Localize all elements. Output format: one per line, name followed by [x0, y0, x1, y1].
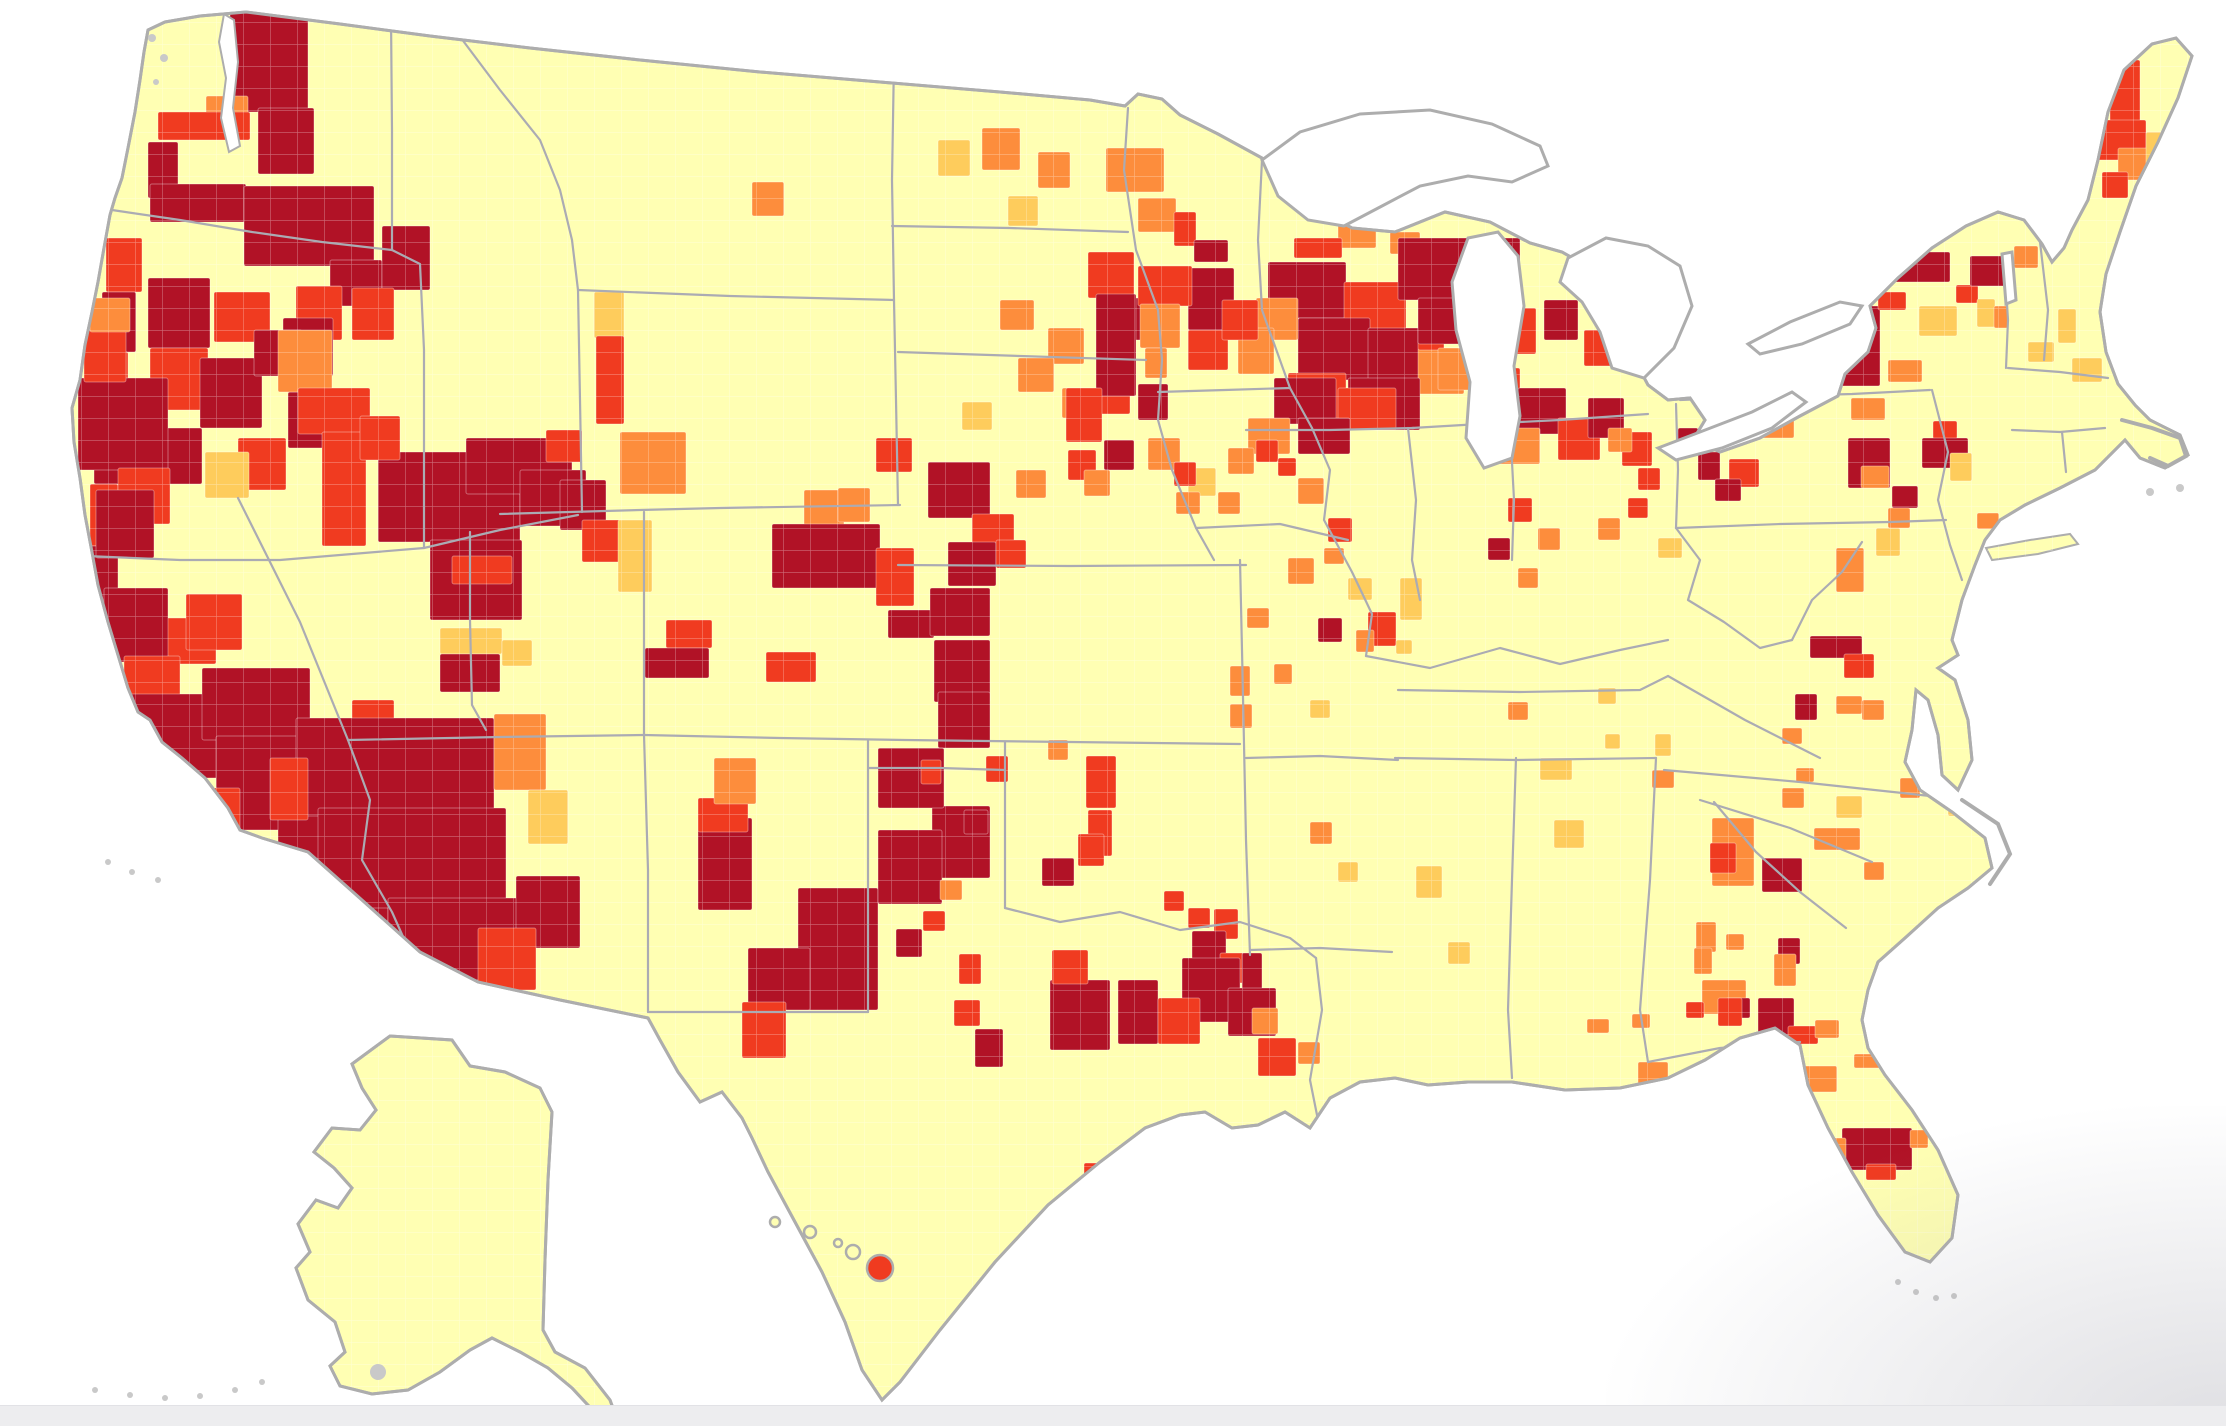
- state-border-line: [346, 733, 646, 742]
- state-border-line: [1156, 386, 1292, 394]
- state-border-line: [896, 563, 1248, 568]
- state-border-line: [2006, 366, 2110, 380]
- state-border-line: [1396, 674, 1670, 694]
- small-island: [2146, 488, 2154, 496]
- state-border-line: [1406, 426, 1422, 602]
- puget-sound-inlet: [217, 12, 242, 154]
- state-border-line: [1790, 540, 1864, 642]
- state-border-line: [468, 530, 488, 732]
- lake: [1450, 230, 1526, 470]
- small-island: [160, 54, 168, 62]
- state-border-line: [866, 766, 1007, 772]
- small-island: [148, 34, 156, 42]
- small-island: [129, 869, 135, 875]
- window-bottom-strip: [0, 1405, 2226, 1426]
- small-island: [92, 1387, 98, 1393]
- hawaii-island-level-0: [768, 1215, 782, 1229]
- state-border-line: [890, 224, 1130, 234]
- state-border-line: [576, 288, 896, 302]
- small-island: [1951, 1293, 1957, 1299]
- state-border-line: [84, 546, 426, 562]
- lake: [1260, 108, 1550, 228]
- state-border-line: [1638, 756, 1658, 1064]
- hawaii-island-level-0: [844, 1243, 862, 1261]
- state-border-line: [576, 288, 584, 514]
- state-border-line: [236, 496, 350, 742]
- great-lakes-layer: [1260, 108, 2018, 470]
- state-border-line: [1674, 402, 1680, 530]
- state-border-line: [2010, 426, 2107, 434]
- hawaii-inset: [768, 1215, 895, 1283]
- small-island: [370, 1364, 386, 1380]
- state-border-line: [390, 248, 426, 550]
- hawaii-island-level-3: [865, 1253, 895, 1283]
- state-border-line: [1506, 756, 1518, 1080]
- small-island: [105, 859, 111, 865]
- state-border-line: [450, 24, 580, 292]
- state-border-line: [892, 298, 900, 507]
- state-border-line: [1256, 158, 1292, 390]
- state-border-line: [346, 738, 410, 950]
- state-border-line: [1662, 768, 1932, 798]
- state-border-line: [642, 733, 1242, 746]
- state-border-line: [1712, 800, 1848, 930]
- state-border-line: [896, 350, 1148, 362]
- small-island: [153, 79, 159, 85]
- state-border-line: [2060, 430, 2068, 474]
- state-border-line: [890, 58, 896, 302]
- small-island: [2176, 484, 2184, 492]
- state-border-line: [1930, 388, 1964, 582]
- lake: [1558, 236, 1694, 380]
- small-island: [232, 1387, 238, 1393]
- state-border-line: [1244, 754, 1400, 762]
- state-border-line: [1248, 946, 1394, 954]
- lake: [2000, 250, 2018, 307]
- small-island: [197, 1393, 203, 1399]
- state-border-line: [422, 513, 580, 550]
- small-island: [1933, 1295, 1939, 1301]
- state-border-line: [1238, 558, 1252, 957]
- lake: [1745, 300, 1865, 356]
- state-border-line: [1666, 674, 1822, 760]
- state-border-line: [498, 503, 902, 516]
- hawaii-island-level-0: [802, 1224, 818, 1240]
- county-cluster-level-3: [137, 765, 191, 813]
- state-border-line: [1674, 526, 1794, 650]
- county-cluster-level-2: [2071, 61, 2101, 121]
- county-cluster-level-2: [1825, 1169, 1851, 1191]
- small-island: [162, 1395, 168, 1401]
- small-island: [1913, 1289, 1919, 1295]
- small-island: [1895, 1279, 1901, 1285]
- coastal-strip: [2120, 418, 2189, 469]
- state-border-line: [1194, 522, 1350, 542]
- state-border-line: [1364, 638, 1670, 670]
- coast-details: [92, 12, 2189, 1401]
- state-border-line: [1244, 426, 1416, 432]
- small-island: [155, 877, 161, 883]
- state-border-line: [389, 14, 394, 252]
- state-borders: [84, 14, 2110, 1122]
- state-border-line: [642, 733, 650, 1014]
- state-border-line: [1698, 798, 1874, 864]
- lake: [1654, 390, 1809, 462]
- coastal-strip: [1960, 798, 2013, 886]
- small-island: [127, 1392, 133, 1398]
- state-border-line: [1122, 106, 1216, 562]
- county-cluster-level-2: [1760, 1039, 1794, 1069]
- state-border-line: [2038, 240, 2050, 362]
- state-border-line: [1003, 906, 1318, 960]
- state-border-line: [1674, 518, 1948, 530]
- state-border-line: [1288, 386, 1374, 658]
- hawaii-island-level-0: [832, 1237, 844, 1249]
- coastline-overlay: [70, 10, 2194, 1425]
- state-border-line: [110, 208, 394, 252]
- state-border-line: [1308, 956, 1324, 1122]
- small-island: [259, 1379, 265, 1385]
